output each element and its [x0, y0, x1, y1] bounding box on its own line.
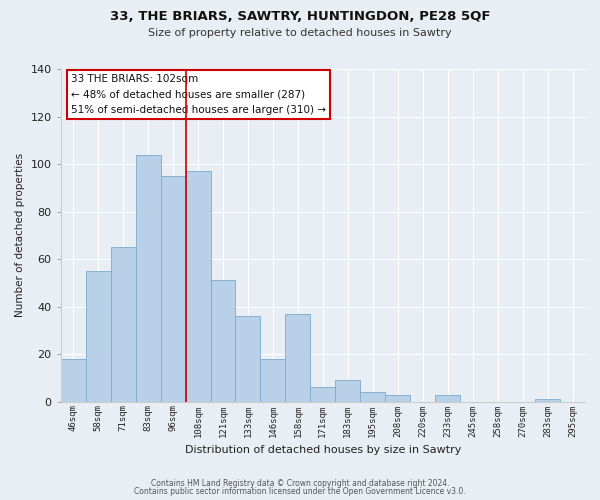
Bar: [136, 154, 161, 402]
Bar: [335, 380, 361, 402]
Y-axis label: Number of detached properties: Number of detached properties: [15, 154, 25, 318]
Bar: [385, 394, 410, 402]
Text: 33, THE BRIARS, SAWTRY, HUNTINGDON, PE28 5QF: 33, THE BRIARS, SAWTRY, HUNTINGDON, PE28…: [110, 10, 490, 23]
Bar: [361, 392, 385, 402]
Bar: [110, 247, 136, 402]
X-axis label: Distribution of detached houses by size in Sawtry: Distribution of detached houses by size …: [185, 445, 461, 455]
Bar: [435, 394, 460, 402]
Bar: [535, 400, 560, 402]
Text: 33 THE BRIARS: 102sqm
← 48% of detached houses are smaller (287)
51% of semi-det: 33 THE BRIARS: 102sqm ← 48% of detached …: [71, 74, 326, 115]
Bar: [211, 280, 235, 402]
Bar: [86, 271, 110, 402]
Text: Contains HM Land Registry data © Crown copyright and database right 2024.: Contains HM Land Registry data © Crown c…: [151, 478, 449, 488]
Bar: [161, 176, 185, 402]
Bar: [185, 171, 211, 402]
Bar: [61, 359, 86, 402]
Bar: [260, 359, 286, 402]
Bar: [286, 314, 310, 402]
Text: Contains public sector information licensed under the Open Government Licence v3: Contains public sector information licen…: [134, 487, 466, 496]
Text: Size of property relative to detached houses in Sawtry: Size of property relative to detached ho…: [148, 28, 452, 38]
Bar: [310, 388, 335, 402]
Bar: [235, 316, 260, 402]
